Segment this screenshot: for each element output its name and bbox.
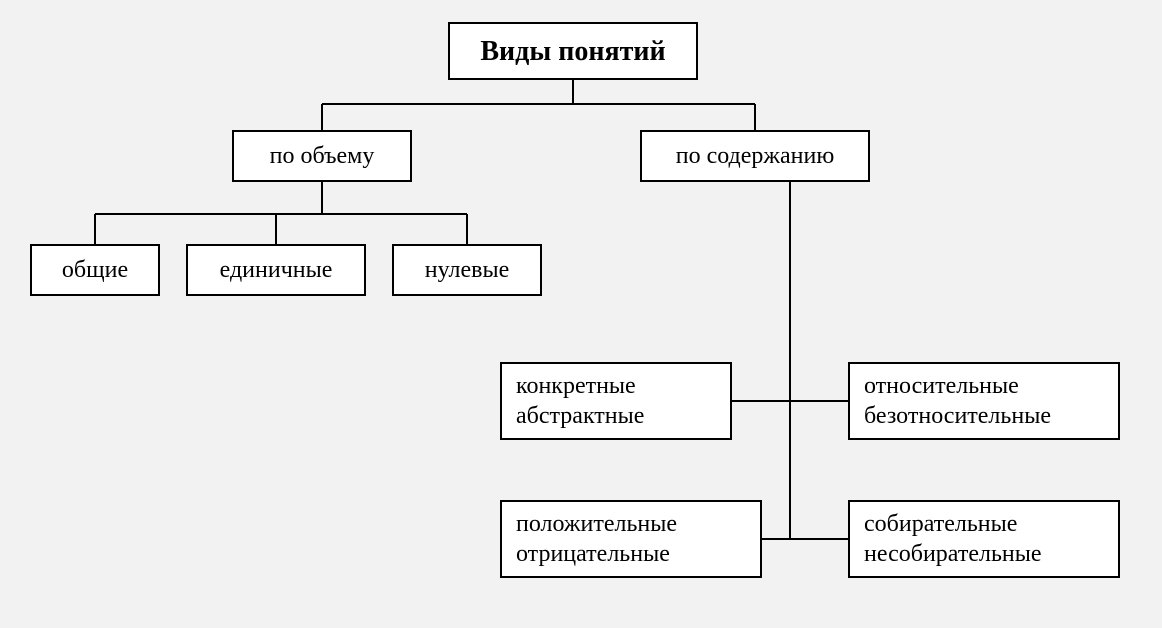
- node-null-label: нулевые: [425, 255, 510, 285]
- node-pair3-line1: положительные: [516, 509, 677, 539]
- node-pair-concrete-abstract: конкретные абстрактные: [500, 362, 732, 440]
- node-pair-relative-absolute: относительные безотносительные: [848, 362, 1120, 440]
- node-general-label: общие: [62, 255, 128, 285]
- node-volume: по объему: [232, 130, 412, 182]
- node-pair-collective-noncollective: собирательные несобирательные: [848, 500, 1120, 578]
- node-pair2-line1: относительные: [864, 371, 1051, 401]
- node-pair1-line2: абстрактные: [516, 401, 644, 431]
- node-content-label: по содержанию: [676, 141, 835, 171]
- node-pair2-line2: безотносительные: [864, 401, 1051, 431]
- node-single: единичные: [186, 244, 366, 296]
- node-root-label: Виды понятий: [480, 34, 665, 69]
- node-pair3-line2: отрицательные: [516, 539, 677, 569]
- node-content: по содержанию: [640, 130, 870, 182]
- node-general: общие: [30, 244, 160, 296]
- node-pair4-line2: несобирательные: [864, 539, 1042, 569]
- diagram-canvas: Виды понятий по объему по содержанию общ…: [0, 0, 1162, 628]
- node-null: нулевые: [392, 244, 542, 296]
- node-pair-positive-negative: положительные отрицательные: [500, 500, 762, 578]
- node-pair1-line1: конкретные: [516, 371, 644, 401]
- node-pair4-line1: собирательные: [864, 509, 1042, 539]
- node-volume-label: по объему: [270, 141, 375, 171]
- node-single-label: единичные: [220, 255, 333, 285]
- node-root: Виды понятий: [448, 22, 698, 80]
